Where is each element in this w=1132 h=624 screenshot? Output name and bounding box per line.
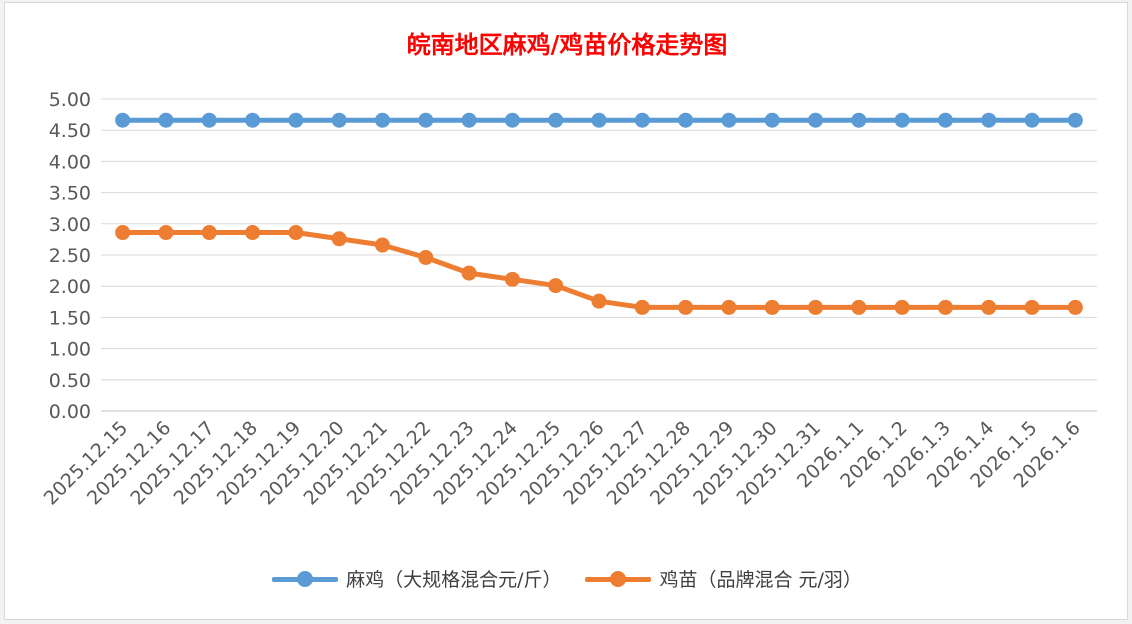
data-point <box>245 112 261 128</box>
data-point <box>201 112 217 128</box>
data-point <box>721 299 737 315</box>
data-point <box>1067 299 1083 315</box>
data-point <box>418 112 434 128</box>
data-point <box>851 299 867 315</box>
y-tick-label: 2.00 <box>49 276 91 298</box>
data-point <box>115 112 131 128</box>
y-tick-label: 4.50 <box>49 120 91 142</box>
chart-title: 皖南地区麻鸡/鸡苗价格走势图 <box>406 30 728 59</box>
data-point <box>1024 112 1040 128</box>
data-point <box>374 237 390 253</box>
y-tick-label: 1.00 <box>49 339 91 361</box>
series-lines <box>115 112 1083 315</box>
data-point <box>461 112 477 128</box>
data-point <box>591 293 607 309</box>
data-point <box>764 299 780 315</box>
x-axis-tick-labels: 2025.12.152025.12.162025.12.172025.12.18… <box>40 417 1085 509</box>
y-tick-label: 4.00 <box>49 151 91 173</box>
y-tick-label: 1.50 <box>49 307 91 329</box>
gridlines <box>101 98 1097 412</box>
series-1 <box>115 112 1083 128</box>
data-point <box>591 112 607 128</box>
data-point <box>981 299 997 315</box>
legend-item-series-1: 麻鸡（大规格混合元/斤） <box>272 565 561 592</box>
data-point <box>504 112 520 128</box>
series-2 <box>115 225 1083 315</box>
y-tick-label: 3.50 <box>49 183 91 205</box>
data-point <box>115 225 131 241</box>
data-point <box>808 299 824 315</box>
data-point <box>678 299 694 315</box>
data-point <box>894 112 910 128</box>
data-point <box>461 265 477 281</box>
data-point <box>158 225 174 241</box>
data-point <box>245 225 261 241</box>
legend-label-series-2: 鸡苗（品牌混合 元/羽） <box>659 569 862 591</box>
legend-swatch-series-1 <box>272 570 339 587</box>
data-point <box>288 225 304 241</box>
y-tick-label: 0.50 <box>49 370 91 392</box>
legend: 麻鸡（大规格混合元/斤） 鸡苗（品牌混合 元/羽） <box>5 565 1129 592</box>
legend-label-series-1: 麻鸡（大规格混合元/斤） <box>346 569 562 591</box>
data-point <box>374 112 390 128</box>
legend-item-series-2: 鸡苗（品牌混合 元/羽） <box>585 565 862 592</box>
data-point <box>201 225 217 241</box>
data-point <box>288 112 304 128</box>
legend-swatch-series-2 <box>585 570 652 587</box>
data-point <box>548 278 564 294</box>
data-point <box>331 112 347 128</box>
data-point <box>764 112 780 128</box>
data-point <box>937 112 953 128</box>
data-point <box>937 299 953 315</box>
chart-frame: 皖南地区麻鸡/鸡苗价格走势图 0.00 0.50 1.00 1.50 2.00 2.50 3… <box>4 2 1128 620</box>
data-point <box>634 112 650 128</box>
data-point <box>808 112 824 128</box>
y-tick-label: 3.00 <box>49 214 91 236</box>
data-point <box>418 249 434 265</box>
data-point <box>504 271 520 287</box>
data-point <box>678 112 694 128</box>
data-point <box>981 112 997 128</box>
y-tick-label: 5.00 <box>49 89 91 111</box>
data-point <box>548 112 564 128</box>
data-point <box>851 112 867 128</box>
data-point <box>721 112 737 128</box>
line-chart: 0.00 0.50 1.00 1.50 2.00 2.50 3.00 3.50 4.00 4.50… <box>40 89 1097 509</box>
y-axis-tick-labels: 0.00 0.50 1.00 1.50 2.00 2.50 3.00 3.50 4.00 4.50… <box>49 89 91 423</box>
data-point <box>894 299 910 315</box>
data-point <box>331 231 347 247</box>
data-point <box>1024 299 1040 315</box>
data-point <box>634 299 650 315</box>
y-tick-label: 0.00 <box>49 401 91 423</box>
y-tick-label: 2.50 <box>49 245 91 267</box>
data-point <box>1067 112 1083 128</box>
data-point <box>158 112 174 128</box>
